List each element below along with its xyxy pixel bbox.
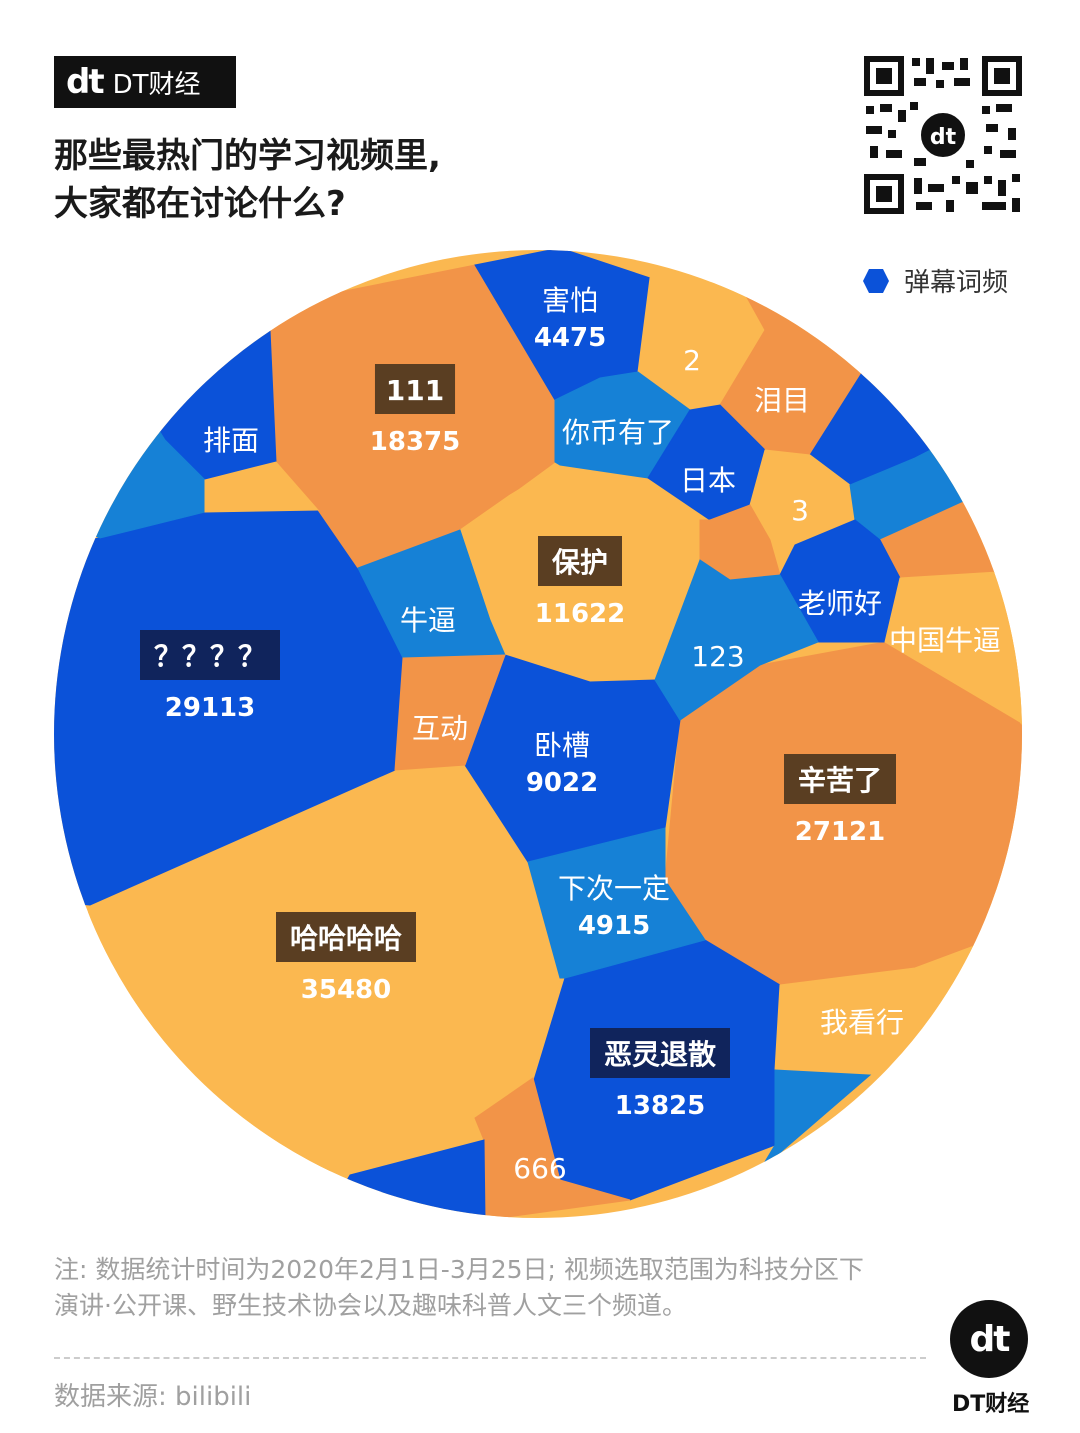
data-label-count: 35480 xyxy=(301,975,391,1005)
data-label-count: 13825 xyxy=(615,1091,705,1121)
voronoi-cell-26 xyxy=(394,654,506,771)
data-label-count: 11622 xyxy=(535,599,625,629)
footnote: 注: 数据统计时间为2020年2月1日-3月25日; 视频选取范围为科技分区下 … xyxy=(54,1252,994,1324)
data-source: 数据来源: bilibili xyxy=(54,1382,252,1412)
data-label-word: 互动 xyxy=(412,712,468,745)
data-label-word: 排面 xyxy=(203,424,259,457)
data-label-box xyxy=(374,364,456,414)
brand-name: DT财经 xyxy=(112,69,201,100)
voronoi-cell-8 xyxy=(527,827,706,979)
data-label-box xyxy=(538,536,622,586)
data-label-word: 哈哈哈哈 xyxy=(290,922,402,955)
data-label-word: 老师好 xyxy=(798,587,882,620)
footnote-line2: 演讲·公开课、野生技术协会以及趣味科普人文三个频道。 xyxy=(54,1291,687,1320)
data-label-word: 下次一定 xyxy=(558,872,670,905)
data-label-word: 保护 xyxy=(552,546,608,579)
data-label-word: 泪目 xyxy=(754,384,810,417)
data-label-word: 你币有了 xyxy=(562,416,674,449)
data-label-word: 卧槽 xyxy=(534,729,590,762)
data-label-count: 4475 xyxy=(534,323,606,353)
data-label-word: 2 xyxy=(683,344,701,377)
data-label-word: 日本 xyxy=(680,464,736,497)
legend: 弹幕词频 xyxy=(862,262,1008,299)
data-label-box xyxy=(590,1028,730,1078)
voronoi-cell-unlabeled xyxy=(759,1069,872,1171)
voronoi-cell-7 xyxy=(464,654,681,863)
data-label-word: 中国牛逼 xyxy=(889,624,1001,657)
footer-logo: dt xyxy=(950,1300,1028,1378)
footer-logo-name: DT财经 xyxy=(952,1392,1030,1417)
data-label-count: 29113 xyxy=(165,693,255,723)
qr-logo-mark: dt xyxy=(930,125,957,150)
data-label-word: 恶灵退散 xyxy=(604,1038,716,1071)
data-label-word: 害怕 xyxy=(542,284,598,317)
data-label-count: 4915 xyxy=(578,911,650,941)
data-label-word: 我看行 xyxy=(820,1006,904,1039)
chart-title: 那些最热门的学习视频里, 大家都在讨论什么? xyxy=(54,132,441,228)
data-label-box xyxy=(784,754,896,804)
chart-title-line2: 大家都在讨论什么? xyxy=(54,184,346,224)
legend-label: 弹幕词频 xyxy=(904,268,1009,298)
brand-logo-mark: dt xyxy=(66,62,105,102)
voronoi-cell-unlabeled xyxy=(204,461,320,513)
data-label-word: 牛逼 xyxy=(400,604,456,637)
voronoi-cell-24 xyxy=(654,559,819,721)
data-label-word: 111 xyxy=(386,374,444,407)
data-label-word: ？？？？ xyxy=(154,640,266,673)
data-label-count: 18375 xyxy=(370,427,460,457)
data-label-word: 辛苦了 xyxy=(798,764,882,797)
data-label-word: 3 xyxy=(791,494,809,527)
data-label-count: 9022 xyxy=(526,768,598,798)
chart-title-line1: 那些最热门的学习视频里, xyxy=(54,136,441,176)
data-label-box xyxy=(140,630,280,680)
divider xyxy=(54,1357,926,1359)
data-label-count: 27121 xyxy=(795,817,885,847)
legend-hexagon-icon xyxy=(863,268,889,293)
qr-code: dt xyxy=(862,54,1024,216)
data-label-word: 123 xyxy=(691,640,744,673)
footnote-line1: 注: 数据统计时间为2020年2月1日-3月25日; 视频选取范围为科技分区下 xyxy=(54,1255,864,1284)
voronoi-cell-25 xyxy=(357,529,506,659)
data-label-box xyxy=(276,912,416,962)
data-label-word: 666 xyxy=(513,1152,566,1185)
brand-badge: dt DT财经 xyxy=(54,56,236,108)
